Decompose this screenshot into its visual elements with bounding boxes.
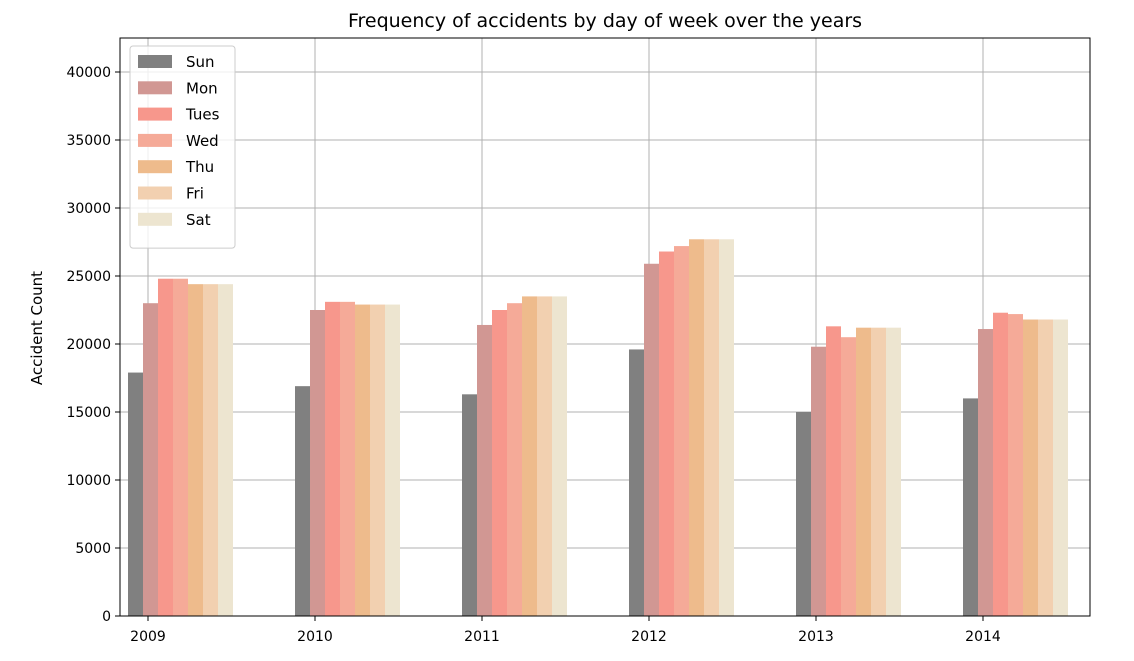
bar-mon-2011 [477,324,492,616]
x-tick-label: 2010 [297,629,333,645]
legend-label-tues: Tues [185,106,220,124]
legend-swatch-wed [138,133,172,147]
bar-sun-2014 [963,398,978,616]
bar-tues-2011 [492,310,507,616]
bar-fri-2013 [871,327,886,616]
y-tick-label: 15000 [66,405,111,421]
legend-swatch-thu [138,160,172,174]
y-tick-label: 20000 [66,337,111,353]
chart-title: Frequency of accidents by day of week ov… [348,10,862,32]
plot-frame [119,37,1091,617]
bar-wed-2010 [340,301,355,616]
legend-swatch-mon [138,81,172,95]
bar-sat-2009 [218,284,233,616]
bar-sat-2012 [719,239,734,616]
plot-border [119,37,1091,617]
bar-sun-2013 [796,412,811,616]
bar-fri-2010 [370,304,385,616]
y-axis-ticks: 0 5000 10000 15000 20000 25000 30000 35000 40000 [66,65,120,625]
bar-tues-2013 [826,326,841,616]
bar-thu-2009 [188,284,203,616]
legend-swatch-tues [138,107,172,121]
bar-sat-2010 [385,304,400,616]
y-tick-label: 35000 [66,133,111,149]
bar-sat-2013 [886,327,901,616]
bar-tues-2014 [993,312,1008,616]
bar-tues-2009 [158,278,173,616]
bar-sun-2012 [629,349,644,616]
y-tick-label: 40000 [66,65,111,81]
legend-label-mon: Mon [186,79,218,97]
x-tick-label: 2014 [965,629,1001,645]
legend-swatch-sun [138,55,172,68]
y-tick-label: 5000 [75,541,111,557]
bar-mon-2013 [811,346,826,616]
legend-label-sun: Sun [186,53,215,71]
bar-fri-2014 [1038,319,1053,616]
bar-mon-2010 [310,310,325,616]
x-tick-label: 2009 [130,629,166,645]
bar-thu-2010 [355,304,370,616]
bar-wed-2014 [1008,314,1023,616]
bar-wed-2012 [674,246,689,616]
bar-wed-2009 [173,278,188,616]
legend-label-wed: Wed [186,132,219,150]
x-tick-label: 2013 [798,629,834,645]
bar-thu-2011 [522,296,537,616]
legend-swatch-sat [138,212,172,226]
legend-label-thu: Thu [185,158,214,176]
bar-sun-2011 [462,394,477,616]
bar-wed-2011 [507,303,522,616]
x-axis-ticks: 2009 2010 2011 2012 2013 2014 [130,616,1001,645]
x-tick-label: 2012 [631,629,667,645]
bar-tues-2012 [659,251,674,616]
bar-mon-2009 [143,303,158,616]
bar-thu-2012 [689,239,704,616]
bar-fri-2011 [537,296,552,616]
bar-fri-2012 [704,239,719,616]
y-axis-label: Accident Count [28,271,46,385]
bar-mon-2014 [978,329,993,616]
bar-tues-2010 [325,301,340,616]
bar-wed-2013 [841,337,856,616]
grid-layer [120,38,1090,617]
bar-thu-2013 [856,327,871,616]
bar-sun-2009 [128,372,143,616]
x-tick-label: 2011 [464,629,500,645]
bars-layer [128,239,1068,616]
bar-fri-2009 [203,284,218,616]
legend-swatch-fri [138,186,172,200]
y-tick-label: 0 [102,609,111,625]
bar-sun-2010 [295,386,310,616]
bar-thu-2014 [1023,319,1038,616]
bar-mon-2012 [644,263,659,616]
legend-label-sat: Sat [186,211,211,229]
y-tick-label: 30000 [66,201,111,217]
y-tick-label: 25000 [66,269,111,285]
bar-sat-2014 [1053,319,1068,616]
bar-sat-2011 [552,296,567,616]
legend-label-fri: Fri [186,185,204,203]
legend: Sun Mon Tues Wed Thu Fri Sat [129,45,236,249]
y-tick-label: 10000 [66,473,111,489]
